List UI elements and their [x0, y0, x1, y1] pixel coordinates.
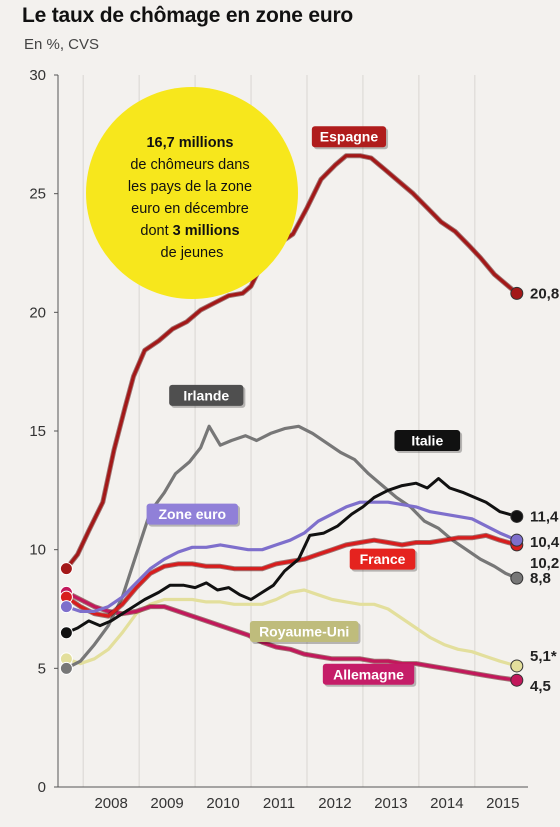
series-badge-bg-italie: [394, 429, 461, 451]
end-label-espagne: 20,8: [530, 285, 559, 302]
series-end-point-espagne: [510, 286, 524, 300]
series-name-irlande: Irlande: [183, 387, 229, 403]
series-badge-bg-allemagne: [322, 663, 415, 685]
end-label-zone-euro: 10,4: [530, 534, 560, 551]
series-name-italie: Italie: [411, 432, 443, 448]
end-label-royaume-uni: 5,1*: [530, 648, 557, 665]
y-tick-label-25: 25: [29, 186, 46, 203]
series-badge-bg-espagne: [311, 126, 387, 148]
series-line-allemagne: [64, 590, 519, 682]
bubble-line-1: 16,7 millions: [146, 135, 233, 151]
series-line-france: [64, 533, 519, 618]
series-name-france: France: [360, 551, 406, 567]
series-badge-allemagne: Allemagne: [322, 663, 417, 687]
info-bubble: 16,7 millions de chômeurs dans les pays …: [86, 87, 298, 299]
series-badge-france: France: [349, 548, 418, 572]
svg-text:16,7 millions de chôme: 16,7 millions de chômeurs dans les pays …: [128, 135, 256, 261]
x-tick-label-2012: 2012: [318, 795, 351, 812]
x-tick-label-2008: 2008: [94, 795, 127, 812]
series-name-espagne: Espagne: [320, 129, 379, 145]
bubble-line-2: de chômeurs dans: [130, 157, 249, 173]
series-line-italie: [64, 477, 519, 635]
series-badge-bg-zone-euro: [146, 503, 238, 525]
series-badge-italie: Italie: [394, 429, 463, 453]
series-name-allemagne: Allemagne: [333, 666, 404, 682]
x-tick-label-2011: 2011: [263, 795, 295, 812]
info-bubble-circle: [86, 87, 298, 299]
y-tick-label-5: 5: [38, 660, 46, 677]
bubble-line-6: de jeunes: [161, 245, 224, 261]
end-label-france: 10,2: [530, 555, 559, 572]
y-tick-label-30: 30: [29, 67, 46, 84]
x-axis: 2008 2009 2010 2011 2012 2013 2014 2015: [58, 786, 528, 812]
series-badge-bg-royaume-uni: [249, 621, 359, 643]
series-start-point-irlande: [59, 661, 73, 675]
series-end-point-allemagne: [510, 673, 524, 687]
end-label-irlande: 8,8: [530, 570, 551, 587]
bubble-line-5a: dont: [140, 223, 172, 239]
series-badge-espagne: Espagne: [311, 126, 389, 150]
series-line-zone-euro: [64, 500, 519, 613]
bubble-line-4: euro en décembre: [131, 201, 249, 217]
bubble-line-3: les pays de la zone: [128, 179, 252, 195]
x-tick-label-2015: 2015: [486, 795, 519, 812]
series-name-royaume-uni: Royaume-Uni: [259, 624, 349, 640]
series-end-point-italie: [510, 509, 524, 523]
x-tick-label-2013: 2013: [374, 795, 407, 812]
x-tick-label-2014: 2014: [430, 795, 463, 812]
y-tick-label-15: 15: [29, 423, 46, 440]
series-start-point-italie: [59, 626, 73, 640]
series-badge-bg-france: [349, 548, 416, 570]
series-name-zone-euro: Zone euro: [158, 506, 226, 522]
y-tick-label-0: 0: [38, 779, 46, 796]
end-label-italie: 11,4: [530, 508, 559, 525]
series-line-irlande: [64, 424, 519, 670]
series-end-point-irlande: [510, 571, 524, 585]
x-tick-label-2009: 2009: [150, 795, 183, 812]
series-start-point-espagne: [59, 562, 73, 576]
end-label-allemagne: 4,5: [530, 678, 551, 695]
chart-subtitle: En %, CVS: [24, 36, 100, 53]
series-badge-zone-euro: Zone euro: [146, 503, 240, 527]
bubble-line-5b: 3 millions: [173, 223, 240, 239]
series-badge-bg-irlande: [169, 384, 244, 406]
series-labels: 20,8 8,8 11,4 10,4 10,2 5,1* 4,5 Espagne Irlande…: [146, 126, 560, 695]
chart-title: Le taux de chômage en zone euro: [22, 4, 354, 27]
series-badge-royaume-uni: Royaume-Uni: [249, 621, 361, 645]
series-start-point-zone-euro: [59, 600, 73, 614]
y-tick-label-10: 10: [29, 542, 46, 559]
x-tick-label-2010: 2010: [206, 795, 239, 812]
series-end-point-zone-euro: [510, 533, 524, 547]
y-tick-label-20: 20: [29, 304, 46, 321]
series-end-point-royaume-uni: [510, 659, 524, 673]
series-badge-irlande: Irlande: [169, 384, 246, 408]
y-axis: 0 5 10 15 20 25 30: [29, 67, 59, 796]
